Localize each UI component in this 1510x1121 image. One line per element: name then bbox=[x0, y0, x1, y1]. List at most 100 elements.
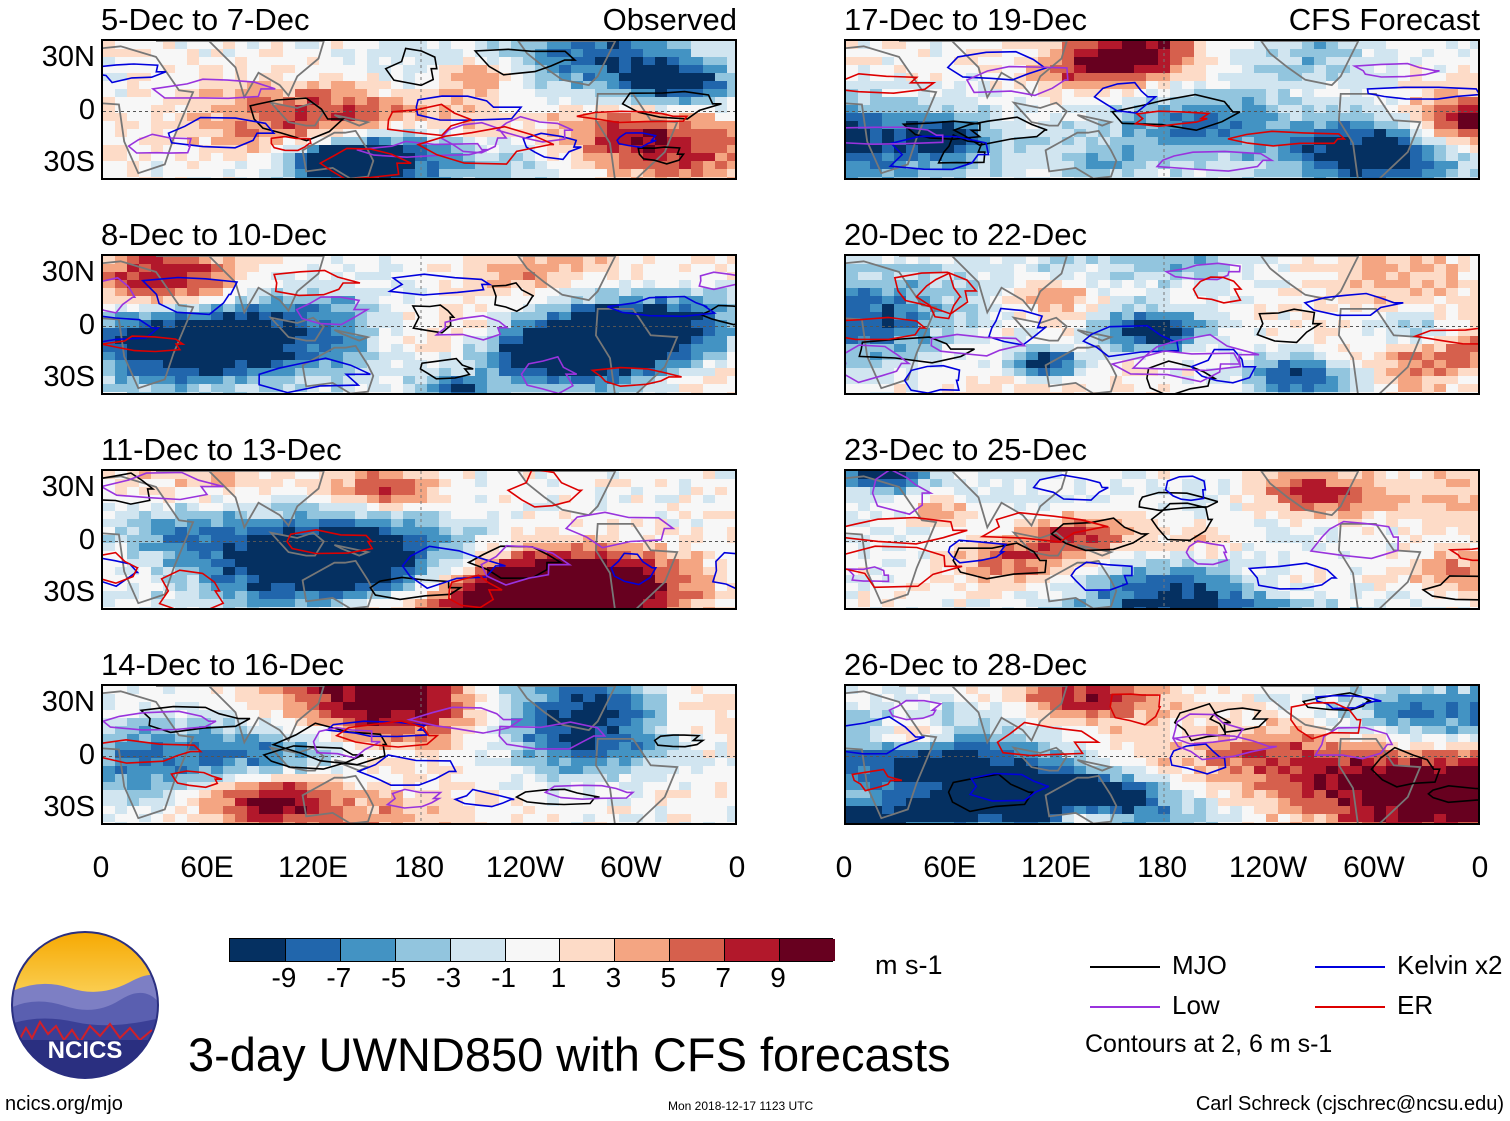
heatmap-cell bbox=[1410, 49, 1423, 58]
heatmap-cell bbox=[559, 376, 572, 385]
heatmap-cell bbox=[475, 798, 488, 807]
heatmap-cell bbox=[139, 89, 152, 98]
heatmap-cell bbox=[235, 264, 248, 273]
heatmap-cell bbox=[571, 89, 584, 98]
y-tick-label: 30N bbox=[41, 470, 95, 503]
heatmap-cell bbox=[1422, 177, 1435, 178]
heatmap-cell bbox=[1062, 256, 1075, 265]
heatmap-cell bbox=[547, 336, 560, 345]
heatmap-cell bbox=[1410, 65, 1423, 74]
heatmap-cell bbox=[283, 312, 296, 321]
heatmap-cell bbox=[631, 320, 644, 329]
heatmap-cell bbox=[655, 392, 668, 393]
heatmap-cell bbox=[439, 169, 452, 178]
heatmap-cell bbox=[511, 41, 524, 50]
heatmap-cell bbox=[619, 742, 632, 751]
heatmap-cell bbox=[415, 41, 428, 50]
heatmap-cell bbox=[1302, 89, 1315, 98]
heatmap-cell bbox=[667, 328, 680, 337]
heatmap-cell bbox=[882, 113, 895, 122]
heatmap-cell bbox=[475, 89, 488, 98]
heatmap-cell bbox=[1098, 256, 1111, 265]
heatmap-cell bbox=[1038, 137, 1051, 146]
heatmap-cell bbox=[211, 782, 224, 791]
heatmap-cell bbox=[990, 264, 1003, 273]
heatmap-cell bbox=[1410, 256, 1423, 265]
heatmap-cell bbox=[727, 686, 735, 695]
heatmap-cell bbox=[127, 97, 140, 106]
heatmap-cell bbox=[990, 153, 1003, 162]
heatmap-cell bbox=[1458, 113, 1471, 122]
heatmap-cell bbox=[619, 686, 632, 695]
heatmap-cell bbox=[1206, 113, 1219, 122]
heatmap-cell bbox=[1134, 41, 1147, 50]
heatmap-cell bbox=[331, 288, 344, 297]
heatmap-cell bbox=[715, 272, 728, 281]
heatmap-cell bbox=[595, 336, 608, 345]
heatmap-cell bbox=[355, 376, 368, 385]
heatmap-cell bbox=[103, 686, 116, 695]
heatmap-cell bbox=[1422, 161, 1435, 170]
heatmap-cell bbox=[966, 49, 979, 58]
heatmap-cell bbox=[990, 105, 1003, 114]
heatmap-cell bbox=[103, 559, 116, 568]
heatmap-cell bbox=[367, 750, 380, 759]
heatmap-cell bbox=[247, 264, 260, 273]
heatmap-cell bbox=[643, 798, 656, 807]
heatmap-cell bbox=[283, 376, 296, 385]
heatmap-cell bbox=[1422, 105, 1435, 114]
heatmap-cell bbox=[199, 57, 212, 66]
heatmap-cell bbox=[175, 742, 188, 751]
heatmap-cell bbox=[1014, 121, 1027, 130]
heatmap-cell bbox=[571, 272, 584, 281]
heatmap-cell bbox=[523, 336, 536, 345]
heatmap-cell bbox=[307, 57, 320, 66]
heatmap-cell bbox=[211, 153, 224, 162]
panel-title: 17-Dec to 19-Dec bbox=[844, 2, 1087, 37]
heatmap-cell bbox=[1314, 256, 1327, 265]
heatmap-cell bbox=[139, 41, 152, 50]
heatmap-cell bbox=[655, 352, 668, 361]
heatmap-cell bbox=[223, 511, 236, 520]
heatmap-cell bbox=[619, 153, 632, 162]
heatmap-cell bbox=[139, 567, 152, 576]
heatmap-cell bbox=[499, 137, 512, 146]
heatmap-cell bbox=[643, 41, 656, 50]
heatmap-cell bbox=[547, 575, 560, 584]
heatmap-cell bbox=[319, 121, 332, 130]
heatmap-cell bbox=[391, 559, 404, 568]
heatmap-cell bbox=[499, 304, 512, 313]
heatmap-cell bbox=[523, 312, 536, 321]
heatmap-cell bbox=[1374, 145, 1387, 154]
heatmap-cell bbox=[715, 766, 728, 775]
heatmap-cell bbox=[379, 153, 392, 162]
heatmap-cell bbox=[475, 384, 488, 393]
heatmap-cell bbox=[715, 814, 728, 823]
heatmap-cell bbox=[1422, 153, 1435, 162]
heatmap-cell bbox=[535, 798, 548, 807]
coastline bbox=[1260, 41, 1360, 87]
heatmap-cell bbox=[379, 360, 392, 369]
heatmap-cell bbox=[271, 702, 284, 711]
heatmap-cell bbox=[619, 710, 632, 719]
heatmap-cell bbox=[703, 137, 716, 146]
heatmap-cell bbox=[523, 81, 536, 90]
heatmap-cell bbox=[1158, 65, 1171, 74]
heatmap-cell bbox=[715, 49, 728, 58]
heatmap-cell bbox=[583, 790, 596, 799]
heatmap-cell bbox=[259, 304, 272, 313]
heatmap-cell bbox=[1374, 256, 1387, 265]
heatmap-cell bbox=[403, 543, 416, 552]
heatmap-cell bbox=[463, 392, 476, 393]
heatmap-cell bbox=[487, 503, 500, 512]
heatmap-cell bbox=[391, 344, 404, 353]
heatmap-cell bbox=[427, 129, 440, 138]
heatmap-cell bbox=[367, 384, 380, 393]
heatmap-cell bbox=[235, 599, 248, 608]
heatmap-cell bbox=[379, 264, 392, 273]
heatmap-cell bbox=[403, 702, 416, 711]
heatmap-cell bbox=[643, 169, 656, 178]
heatmap-cell bbox=[1218, 169, 1231, 178]
heatmap-cell bbox=[1146, 129, 1159, 138]
heatmap-cell bbox=[439, 710, 452, 719]
